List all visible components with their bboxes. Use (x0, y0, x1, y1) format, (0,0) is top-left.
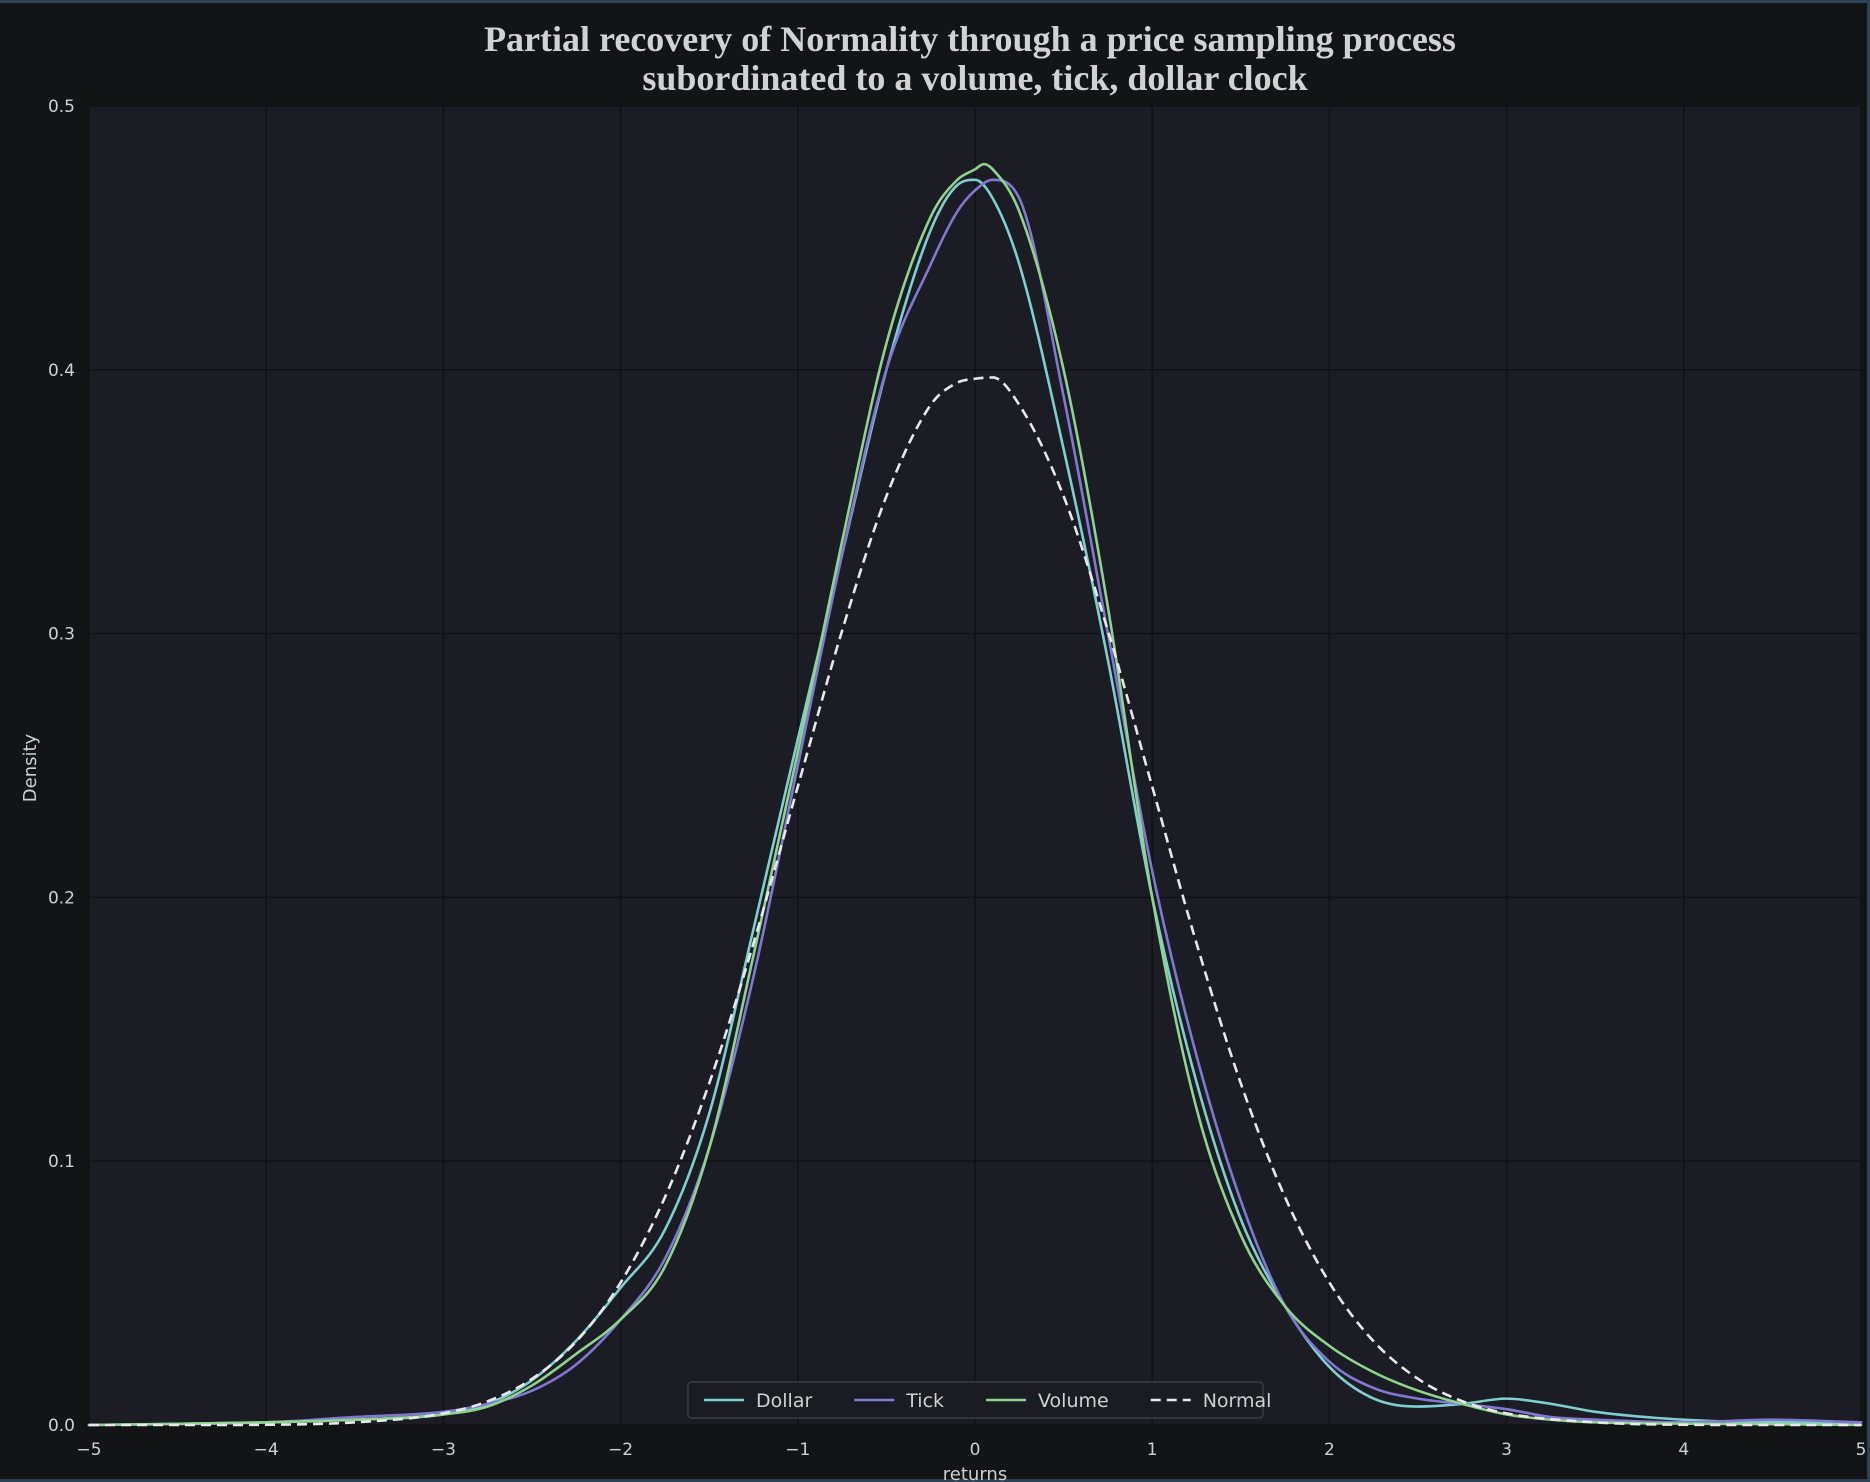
x-tick-label: 4 (1678, 1440, 1689, 1460)
legend-frame (687, 1381, 1264, 1419)
legend-label: Tick (905, 1390, 944, 1412)
y-tick-label: 0.5 (48, 97, 75, 117)
legend-label: Dollar (756, 1390, 812, 1412)
legend-label: Normal (1203, 1390, 1272, 1412)
legend-entry-tick: Tick (854, 1390, 944, 1412)
x-axis-ticks: −5 −4 −3 −2 −1 0 1 2 3 4 5 (76, 1440, 1866, 1460)
series-line-dollar (87, 178, 1863, 1427)
x-tick-label: 2 (1324, 1440, 1335, 1460)
y-axis-ticks: 0.0 0.1 0.2 0.3 0.4 0.5 (48, 97, 75, 1436)
x-tick-label: 0 (970, 1440, 981, 1460)
series-line-normal (88, 376, 1861, 1427)
chart-title-line-1: Partial recovery of Normality through a … (484, 19, 1456, 59)
legend-label: Volume (1038, 1390, 1109, 1412)
y-tick-label: 0.1 (48, 1152, 75, 1172)
y-tick-label: 0.0 (48, 1416, 75, 1436)
x-tick-label: −1 (785, 1440, 810, 1460)
legend-entry-dollar: Dollar (704, 1390, 812, 1412)
legend: Dollar Tick Volume Normal (687, 1381, 1272, 1419)
x-tick-label: −4 (254, 1440, 279, 1460)
y-axis-label: Density (20, 733, 41, 802)
chart-title-line-2: subordinated to a volume, tick, dollar c… (642, 58, 1307, 98)
x-tick-label: 5 (1856, 1440, 1867, 1460)
y-tick-label: 0.2 (48, 888, 75, 908)
window-top-edge (0, 0, 1870, 3)
x-tick-label: −3 (431, 1440, 456, 1460)
series-layer (87, 162, 1863, 1427)
window-right-edge (1867, 0, 1870, 1482)
legend-entry-normal: Normal (1150, 1390, 1272, 1412)
grid-lines (88, 105, 1862, 1426)
x-axis-label: returns (943, 1464, 1007, 1482)
x-tick-label: −5 (76, 1440, 101, 1460)
window-bottom-edge (0, 1479, 1870, 1482)
y-tick-label: 0.3 (48, 625, 75, 645)
x-tick-label: 3 (1501, 1440, 1512, 1460)
series-line-tick (87, 178, 1863, 1427)
x-tick-label: 1 (1147, 1440, 1158, 1460)
series-line-volume (87, 162, 1863, 1427)
y-tick-label: 0.4 (48, 361, 75, 381)
legend-entry-volume: Volume (986, 1390, 1109, 1412)
x-tick-label: −2 (608, 1440, 633, 1460)
